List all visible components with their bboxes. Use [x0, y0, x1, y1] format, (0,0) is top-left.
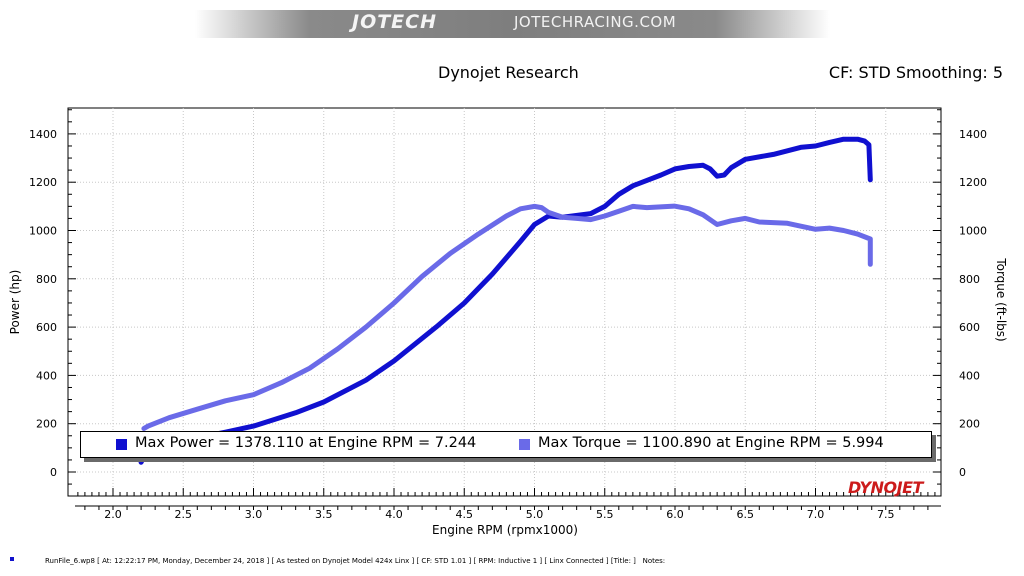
x-tick-label: 4.5: [456, 508, 474, 521]
x-tick-label: 7.5: [877, 508, 895, 521]
x-tick-label: 2.5: [175, 508, 193, 521]
legend-torque: Max Torque = 1100.890 at Engine RPM = 5.…: [538, 435, 884, 451]
x-tick-label: 7.0: [807, 508, 825, 521]
y-tick-label: 1400: [29, 128, 57, 141]
tick-labels: 2.0 2.5 3.0 3.5 4.0 4.5 5.0 5.5 6.0 6.5 7.0 7.5 0 0 20…: [29, 128, 987, 521]
y-tick-label: 600: [36, 321, 57, 334]
x-tick-label: 5.0: [526, 508, 544, 521]
legend-power: Max Power = 1378.110 at Engine RPM = 7.2…: [135, 435, 477, 451]
x-axis-label: Engine RPM (rpmx1000): [432, 523, 578, 537]
minor-ticks: [68, 109, 941, 510]
x-tick-label: 4.0: [385, 508, 403, 521]
correction-factor-label: CF: STD Smoothing: 5: [828, 63, 1003, 82]
y-tick-label: 1000: [29, 225, 57, 238]
y-tick-label: 1200: [29, 176, 57, 189]
y2-tick-label: 1000: [959, 225, 987, 238]
run-file-info: RunFile_6.wp8 [ At: 12:22:17 PM, Monday,…: [45, 557, 666, 565]
banner-url: JOTECHRACING.COM: [514, 13, 677, 31]
y-tick-label: 400: [36, 369, 57, 382]
torque-swatch: [519, 439, 530, 450]
dynojet-logo: DYNOJET: [848, 478, 923, 497]
y2-tick-label: 0: [959, 466, 966, 479]
y-tick-label: 0: [50, 466, 57, 479]
y-axis-label: Power (hp): [8, 270, 22, 335]
power-swatch: [116, 439, 127, 450]
x-tick-label: 6.5: [737, 508, 755, 521]
x-tick-label: 2.0: [104, 508, 122, 521]
y-tick-label: 800: [36, 273, 57, 286]
y2-tick-label: 600: [959, 321, 980, 334]
power-curve: [138, 136, 873, 465]
x-tick-label: 5.5: [596, 508, 614, 521]
jotech-logo: JOTECH: [352, 11, 438, 33]
footer-marker: [10, 557, 14, 561]
y2-tick-label: 1400: [959, 128, 987, 141]
x-tick-label: 6.0: [666, 508, 684, 521]
banner: [195, 10, 830, 38]
y2-tick-label: 1200: [959, 176, 987, 189]
legend: Max Power = 1378.110 at Engine RPM = 7.2…: [80, 431, 932, 458]
x-tick-label: 3.0: [245, 508, 263, 521]
chart-title: Dynojet Research: [438, 63, 579, 82]
torque-curve: [141, 203, 873, 431]
y-tick-label: 200: [36, 418, 57, 431]
curves: [138, 136, 873, 465]
y2-axis-label: Torque (ft-lbs): [994, 257, 1008, 341]
y2-tick-label: 200: [959, 418, 980, 431]
y2-tick-label: 400: [959, 369, 980, 382]
y2-tick-label: 800: [959, 273, 980, 286]
x-tick-label: 3.5: [315, 508, 333, 521]
